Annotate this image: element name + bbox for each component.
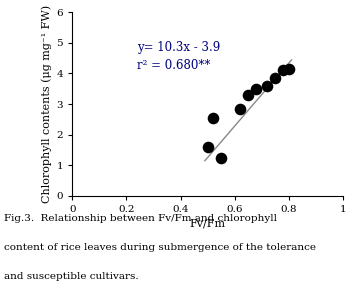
- Point: [253, 86, 259, 91]
- Point: [205, 144, 210, 149]
- Point: [245, 92, 251, 97]
- Text: content of rice leaves during submergence of the tolerance: content of rice leaves during submergenc…: [4, 243, 316, 252]
- Point: [264, 83, 270, 88]
- Point: [280, 68, 286, 73]
- Point: [210, 115, 216, 120]
- Point: [286, 66, 292, 71]
- Text: and susceptible cultivars.: and susceptible cultivars.: [4, 272, 138, 281]
- Point: [272, 76, 278, 80]
- Text: y= 10.3x - 3.9: y= 10.3x - 3.9: [137, 41, 221, 54]
- Y-axis label: Chlorophyll contents (μg mg⁻¹ FW): Chlorophyll contents (μg mg⁻¹ FW): [42, 5, 52, 203]
- Point: [237, 106, 243, 111]
- Point: [218, 155, 224, 160]
- Text: Fig.3.  Relationship between Fv/Fm and chlorophyll: Fig.3. Relationship between Fv/Fm and ch…: [4, 214, 277, 223]
- X-axis label: Fv/Fm: Fv/Fm: [190, 218, 226, 228]
- Text: r² = 0.680**: r² = 0.680**: [137, 59, 210, 72]
